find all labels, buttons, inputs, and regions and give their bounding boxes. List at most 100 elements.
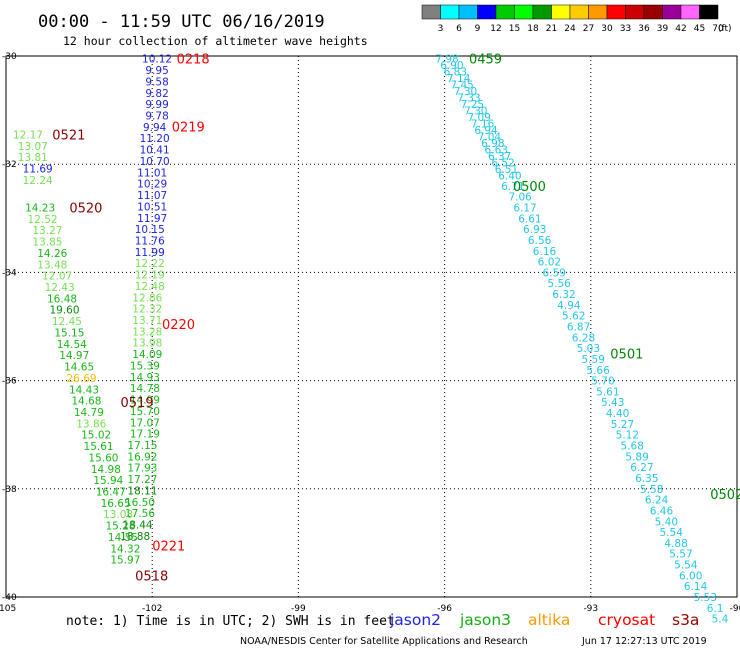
colorbar-label: 21 [546,24,557,34]
wave-height-label: 7.06 [508,192,532,204]
colorbar-swatch [625,4,645,20]
plot-frame [5,55,738,598]
wave-height-label: 15.28 [105,521,135,533]
colorbar-label: 6 [456,24,462,34]
wave-height-label: 6.16 [533,246,557,258]
wave-height-label: 14.43 [69,384,99,396]
footer-credit: NOAA/NESDIS Center for Satellite Applica… [240,636,528,647]
footer-timestamp: Jun 17 12:27:13 UTC 2019 [581,636,707,647]
wave-height-label: 14.79 [74,407,104,419]
wave-height-label: 6.46 [650,505,674,517]
wave-height-label: 12.43 [45,282,75,294]
wave-height-label: 12.52 [28,214,58,226]
axis-frame [5,55,738,598]
wave-height-label: 5.61 [596,386,619,398]
wave-height-label: 17.93 [127,463,157,475]
wave-height-label: 15.60 [88,452,118,464]
x-tick-label: -96 [437,604,452,614]
wave-height-label: 5.12 [616,430,639,442]
wave-height-label: 4.94 [557,300,581,312]
wave-height-label: 17.19 [130,429,160,441]
legend-altika: altika [528,611,570,629]
colorbar-swatch [551,4,571,20]
wave-height-label: 5.58 [640,484,663,496]
wave-height-label: 5.56 [547,278,571,290]
wave-height-label: 5.68 [621,441,644,453]
colorbar-label: 18 [527,24,539,34]
wave-height-label: 17.07 [130,417,160,429]
colorbar: 3 6 9 12 15 18 21 24 27 30 33 36 39 42 45 70 [421,4,724,34]
wave-height-label: 14.93 [130,372,160,384]
y-tick-label: -38 [2,485,17,495]
wave-height-label: 13.85 [32,237,62,249]
wave-height-label: 7.16 [471,119,495,131]
time-label: 0502 [710,488,740,503]
legend-jason2: jason2 [389,611,441,629]
wave-height-label: 12.32 [132,304,162,316]
wave-height-label: 7.04 [478,132,502,144]
colorbar-swatch [643,4,663,20]
wave-height-label: 13.28 [132,326,162,338]
wave-height-label: 19.60 [49,305,79,317]
time-label: 0459 [469,53,502,68]
wave-height-label: 5.66 [586,365,610,377]
wave-height-label: 5.27 [611,419,634,431]
legend-s3a: s3a [672,611,699,629]
wave-height-label: 14.32 [110,543,140,555]
footer-note: note: 1) Time is in UTC; 2) SWH is in fe… [66,614,395,629]
wave-height-label: 6.87 [567,322,590,334]
time-label: 0219 [172,120,205,135]
wave-height-label: 11.20 [140,133,170,145]
wave-height-label: 15.94 [93,475,123,487]
wave-height-label: 14.26 [37,248,67,260]
wave-height-label: 18.11 [127,485,157,497]
wave-height-label: 15.61 [84,441,114,453]
colorbar-swatch [532,4,552,20]
wave-height-label: 26.69 [67,373,97,385]
wave-height-label: 16.50 [125,497,155,509]
wave-height-label: 5.4 [712,614,729,626]
wave-height-label: 4.88 [664,538,687,550]
wave-height-label: 6.1 [707,603,724,615]
x-tick-label: -105 [0,604,16,614]
wave-height-label: 13.98 [132,338,162,350]
wave-height-label: 5.53 [694,592,717,604]
colorbar-unit: (ft) [718,24,732,34]
wave-height-label: 11.99 [135,247,165,259]
time-label: 0521 [52,128,85,143]
wave-height-label: 6.52 [491,158,514,170]
wave-height-label: 6.27 [630,462,653,474]
colorbar-swatch [440,4,460,20]
wave-height-label: 12.19 [135,270,165,282]
x-tick-label: -99 [291,604,306,614]
chart-subtitle: 12 hour collection of altimeter wave hei… [63,34,368,48]
wave-height-label: 15.39 [130,360,160,372]
colorbar-swatch [606,4,626,20]
wave-height-label: 11.07 [137,190,167,202]
wave-height-label: 12.22 [135,258,165,270]
wave-height-label: 6.83 [444,67,467,79]
wave-height-label: 9.99 [145,99,168,111]
wave-height-label: 6.17 [513,202,536,214]
wave-height-label: 5.54 [674,560,698,572]
time-label: 0501 [610,348,643,363]
chart-title: 00:00 - 11:59 UTC 06/16/2019 [38,12,325,32]
wave-height-label: 12.17 [13,129,43,141]
colorbar-swatch [514,4,534,20]
wave-height-label: 11.97 [137,213,167,225]
x-tick-labels: -105 -102 -99 -96 -93 -90 [0,604,740,614]
wave-height-label: 6.61 [518,213,541,225]
wave-height-label: 11.01 [137,167,167,179]
colorbar-label: 15 [509,24,520,34]
wave-height-label: 5.40 [655,516,678,528]
wave-height-label: 6.02 [538,257,561,269]
colorbar-label: 33 [620,24,631,34]
wave-height-label: 13.08 [103,509,133,521]
wave-height-label: 5.59 [582,354,605,366]
wave-height-label: 6.90 [440,60,463,72]
colorbar-swatch [569,4,589,20]
colorbar-label: 9 [475,24,481,34]
time-label: 0500 [513,180,546,195]
wave-height-label: 6.40 [498,171,521,183]
